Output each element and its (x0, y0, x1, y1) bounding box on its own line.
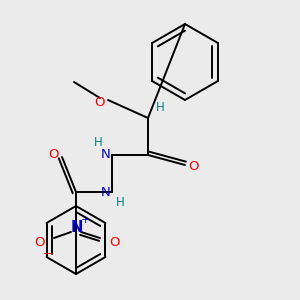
Text: N: N (71, 220, 83, 236)
Text: O: O (94, 95, 105, 109)
Text: H: H (156, 101, 165, 114)
Text: O: O (188, 160, 199, 172)
Text: O: O (49, 148, 59, 161)
Text: O: O (34, 236, 45, 248)
Text: N: N (100, 148, 110, 160)
Text: H: H (116, 196, 124, 208)
Text: N: N (100, 187, 110, 200)
Text: O: O (109, 236, 119, 248)
Text: +: + (80, 215, 90, 225)
Text: H: H (94, 136, 102, 149)
Text: −: − (43, 248, 53, 260)
